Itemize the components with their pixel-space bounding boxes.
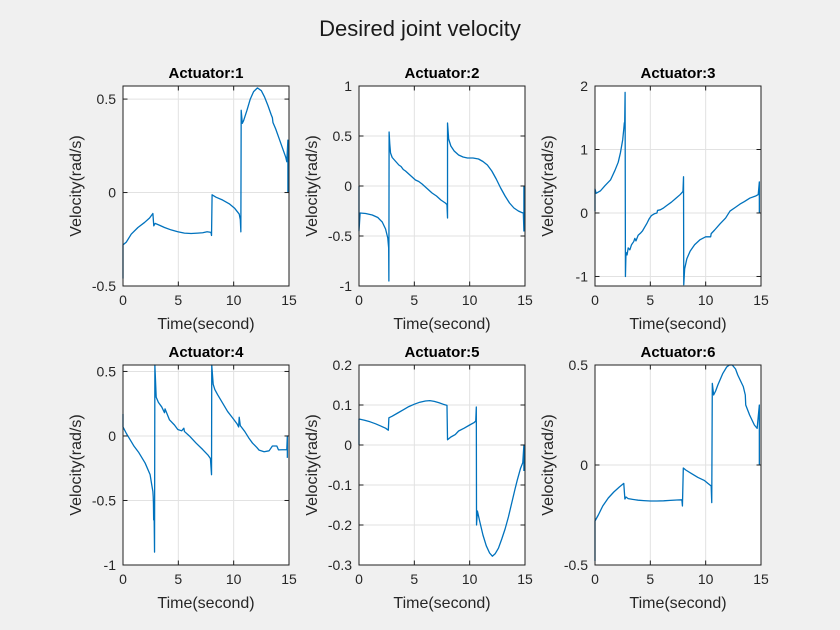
x-axis-label: Time(second) (393, 595, 490, 612)
subplot-actuator-5: 0 5 10 15 -0.3 -0.2 -0.1 0 0.1 0.2 Actuator:5 Time(… (304, 344, 533, 612)
y-tick-label: 0.2 (333, 357, 353, 373)
subplot-actuator-4: 0 5 10 15 -1 -0.5 0 0.5 Actuator:4 Time(second) Ve… (68, 344, 297, 612)
x-axis-label: Time(second) (629, 595, 726, 612)
y-axis-label: Velocity(rad/s) (540, 414, 557, 515)
velocity-series-line (594, 364, 760, 561)
x-tick-label: 15 (517, 292, 533, 308)
x-tick-label: 0 (119, 292, 127, 308)
subplot-title: Actuator:4 (168, 344, 244, 361)
x-axis-label: Time(second) (157, 316, 254, 333)
y-axis-label: Velocity(rad/s) (540, 135, 557, 236)
x-tick-label: 15 (753, 571, 769, 587)
x-tick-label: 15 (281, 571, 297, 587)
x-tick-label: 15 (517, 571, 533, 587)
x-tick-label: 5 (646, 571, 654, 587)
y-tick-label: -0.3 (328, 557, 352, 573)
velocity-series-line (594, 91, 760, 286)
y-tick-label: 0 (108, 428, 116, 444)
x-tick-label: 5 (646, 292, 654, 308)
subplot-title: Actuator:6 (640, 344, 715, 361)
y-tick-label: -0.1 (328, 477, 352, 493)
y-tick-label: -0.5 (328, 228, 352, 244)
x-tick-label: 10 (226, 571, 242, 587)
x-tick-label: 10 (698, 571, 714, 587)
subplot-actuator-6: 0 5 10 15-0.500.5Actuator:6Time(second)Velo… (540, 344, 769, 612)
y-tick-label: 0.5 (97, 363, 117, 379)
y-tick-label: 0 (344, 178, 352, 194)
y-tick-label: 2 (580, 78, 588, 94)
y-tick-label: 0 (580, 457, 588, 473)
y-tick-label: 1 (580, 141, 588, 157)
y-tick-label: -0.2 (328, 517, 352, 533)
y-tick-label: 0.1 (333, 397, 353, 413)
y-axis-label: Velocity(rad/s) (304, 135, 321, 236)
y-tick-label: -0.5 (92, 492, 116, 508)
subplot-actuator-1: 0 5 10 15-0.500.5Actuator:1Time(second)Velo… (68, 65, 297, 333)
velocity-series-line (122, 87, 289, 279)
x-tick-label: 0 (355, 571, 363, 587)
x-tick-label: 15 (753, 292, 769, 308)
x-axis-label: Time(second) (629, 316, 726, 333)
y-tick-label: 0.5 (569, 357, 589, 373)
y-tick-label: 0.5 (97, 91, 117, 107)
x-tick-label: 5 (174, 292, 182, 308)
y-axis-label: Velocity(rad/s) (304, 414, 321, 515)
x-tick-label: 10 (698, 292, 714, 308)
x-tick-label: 0 (591, 292, 599, 308)
velocity-series-line (122, 364, 288, 553)
y-axis-label: Velocity(rad/s) (68, 414, 85, 515)
x-tick-label: 10 (462, 292, 478, 308)
y-tick-label: -1 (104, 557, 117, 573)
x-tick-label: 10 (226, 292, 242, 308)
y-tick-label: -1 (340, 278, 353, 294)
subplot-actuator-2: 0 5 10 15 -1 -0.5 0 0.5 1 Actuator:2 Time(second) V… (304, 65, 533, 333)
subplot-title: Actuator:2 (404, 65, 479, 82)
plot-background (359, 365, 525, 565)
x-tick-label: 0 (355, 292, 363, 308)
plot-background (595, 86, 761, 286)
x-tick-label: 5 (174, 571, 182, 587)
x-tick-label: 5 (410, 292, 418, 308)
y-tick-label: -0.5 (564, 557, 588, 573)
subplot-actuator-3: 0 5 10 15-1012Actuator:3Time(second)Velocit… (540, 65, 769, 333)
plot-background (123, 86, 289, 286)
plot-box (122, 364, 290, 566)
x-tick-label: 0 (119, 571, 127, 587)
plot-box (594, 85, 762, 287)
figure-title: Desired joint velocity (319, 16, 521, 41)
x-tick-label: 15 (281, 292, 297, 308)
plot-box (358, 364, 526, 566)
plot-box (122, 85, 290, 287)
subplot-title: Actuator:5 (404, 344, 479, 361)
x-tick-label: 0 (591, 571, 599, 587)
y-tick-label: 0 (108, 185, 116, 201)
y-tick-label: 0.5 (333, 128, 353, 144)
x-axis-label: Time(second) (157, 595, 254, 612)
y-tick-label: 0 (580, 205, 588, 221)
y-tick-label: -1 (576, 268, 589, 284)
y-tick-label: 1 (344, 78, 352, 94)
x-tick-label: 10 (462, 571, 478, 587)
velocity-series-line (358, 399, 525, 557)
subplot-title: Actuator:3 (640, 65, 715, 82)
subplot-title: Actuator:1 (168, 65, 243, 82)
plot-background (123, 365, 289, 565)
y-axis-label: Velocity(rad/s) (68, 135, 85, 236)
y-tick-label: -0.5 (92, 278, 116, 294)
y-tick-label: 0 (344, 437, 352, 453)
velocity-series-line (358, 122, 525, 282)
x-axis-label: Time(second) (393, 316, 490, 333)
x-tick-label: 5 (410, 571, 418, 587)
